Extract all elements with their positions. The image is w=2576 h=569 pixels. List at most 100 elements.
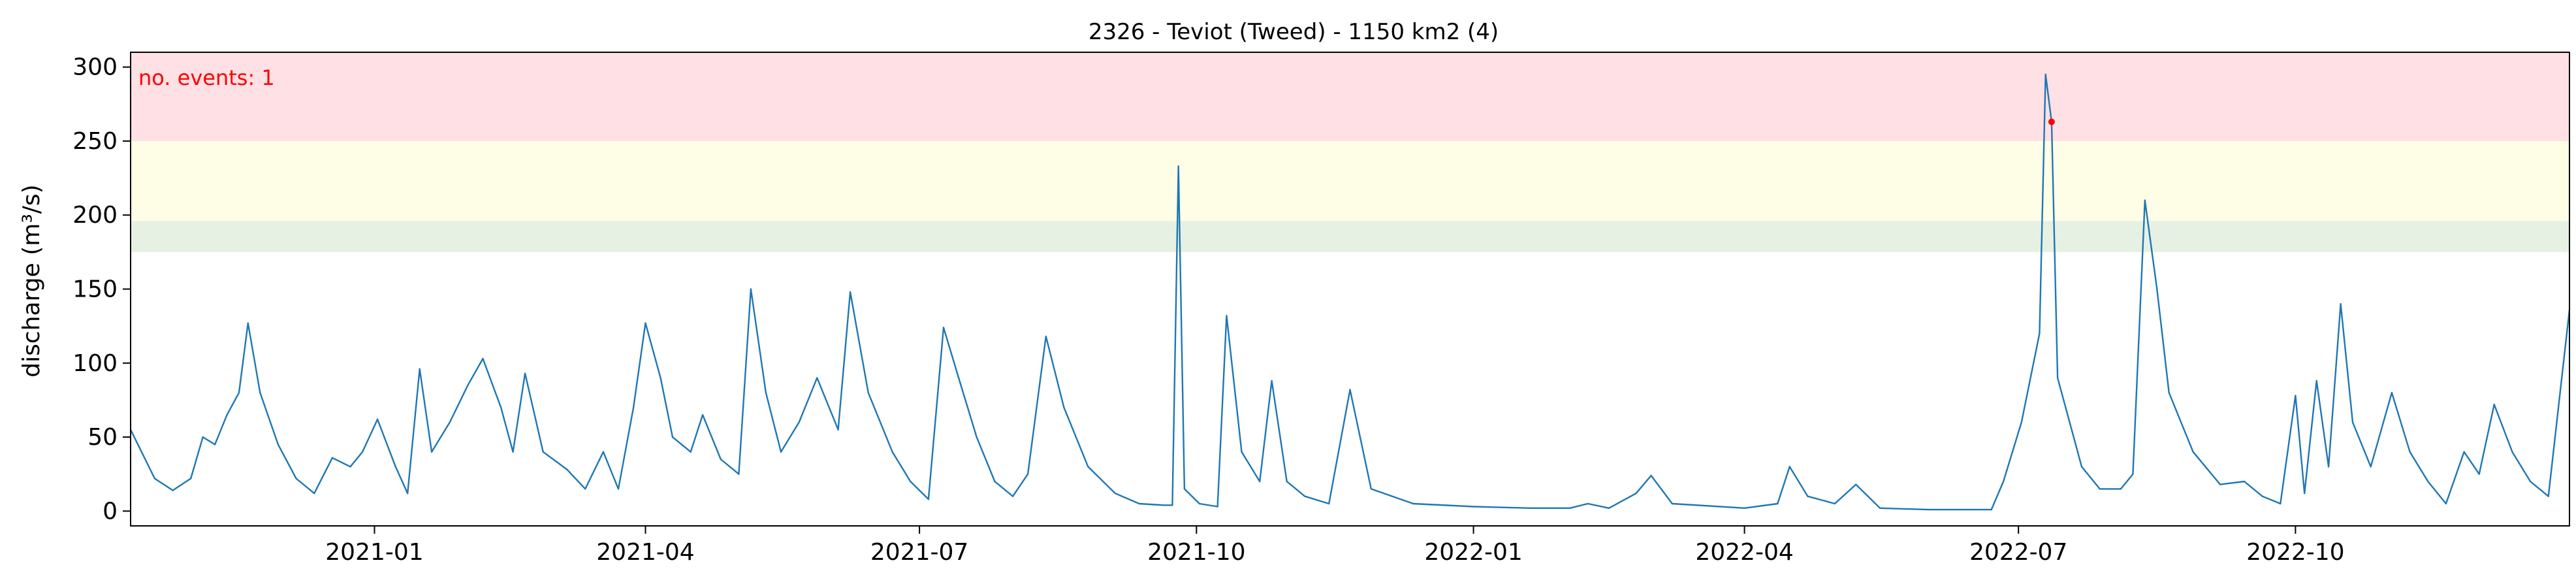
- data-point-34: [660, 377, 661, 379]
- event-marker-0: [2048, 118, 2055, 125]
- data-point-97: [2020, 421, 2022, 423]
- data-point-14: [349, 466, 351, 468]
- data-point-11: [295, 478, 297, 480]
- data-point-77: [1412, 502, 1414, 505]
- series-line-0: [129, 73, 2571, 511]
- data-point-66: [1198, 502, 1201, 505]
- data-point-87: [1777, 502, 1779, 505]
- data-point-64: [1177, 165, 1179, 167]
- data-point-71: [1271, 380, 1273, 382]
- data-point-82: [1608, 507, 1610, 510]
- data-point-40: [750, 288, 752, 290]
- data-point-67: [1216, 506, 1218, 508]
- data-point-46: [849, 291, 851, 293]
- data-point-78: [1472, 506, 1474, 508]
- data-point-55: [1011, 495, 1014, 497]
- threshold-band-0: [131, 52, 2569, 141]
- data-point-32: [632, 406, 635, 408]
- data-point-99: [2044, 73, 2046, 76]
- data-point-115: [2304, 492, 2306, 495]
- data-point-68: [1226, 315, 1228, 317]
- x-tick-label-7: 2022-10: [2246, 539, 2344, 566]
- data-point-44: [816, 377, 818, 379]
- data-point-19: [419, 368, 421, 370]
- data-point-111: [2243, 480, 2246, 483]
- data-point-54: [994, 480, 996, 483]
- data-point-4: [202, 436, 204, 438]
- data-point-57: [1045, 335, 1047, 338]
- data-point-85: [1671, 502, 1674, 505]
- data-point-73: [1304, 495, 1306, 497]
- data-point-96: [2002, 480, 2005, 483]
- data-point-114: [2295, 395, 2297, 397]
- data-point-10: [277, 444, 279, 446]
- threshold-band-1: [131, 140, 2569, 221]
- data-point-43: [798, 421, 800, 423]
- data-point-129: [2529, 480, 2532, 483]
- data-point-103: [2099, 488, 2101, 490]
- data-point-94: [1969, 508, 1971, 511]
- data-point-18: [407, 492, 409, 495]
- data-point-98: [2039, 333, 2041, 334]
- data-point-113: [2280, 502, 2282, 505]
- data-point-29: [584, 488, 586, 490]
- data-point-47: [867, 391, 869, 394]
- data-point-74: [1328, 502, 1330, 505]
- data-point-22: [467, 384, 469, 386]
- data-point-26: [524, 372, 526, 374]
- data-point-69: [1241, 451, 1243, 453]
- data-point-31: [617, 488, 620, 490]
- data-point-118: [2340, 302, 2342, 305]
- data-point-27: [542, 451, 544, 453]
- data-point-88: [1789, 466, 1790, 468]
- data-point-79: [1529, 507, 1532, 510]
- data-point-126: [2478, 473, 2480, 475]
- x-tick-label-2: 2021-07: [870, 539, 968, 566]
- data-point-124: [2445, 502, 2447, 505]
- data-point-39: [738, 473, 740, 475]
- data-point-12: [313, 492, 315, 495]
- data-point-56: [1026, 473, 1029, 475]
- x-tick-label-0: 2021-01: [325, 539, 423, 566]
- data-point-13: [331, 457, 334, 459]
- threshold-band-2: [131, 221, 2569, 252]
- data-point-122: [2409, 451, 2411, 453]
- data-point-106: [2144, 199, 2146, 201]
- data-point-86: [1743, 507, 1745, 510]
- data-point-116: [2315, 380, 2317, 382]
- data-point-72: [1286, 480, 1288, 483]
- data-point-123: [2427, 480, 2429, 483]
- data-point-80: [1568, 507, 1571, 510]
- data-point-83: [1635, 492, 1637, 495]
- data-point-37: [701, 414, 704, 416]
- data-point-104: [2120, 488, 2122, 490]
- x-tick-label-5: 2022-04: [1695, 539, 1793, 566]
- y-tick-label-3: 150: [72, 276, 118, 303]
- y-tick-label-6: 300: [72, 54, 118, 81]
- data-point-119: [2351, 421, 2354, 423]
- data-point-127: [2493, 404, 2495, 406]
- data-point-3: [190, 478, 192, 480]
- data-point-20: [430, 451, 433, 453]
- data-point-28: [566, 468, 568, 471]
- data-point-91: [1854, 483, 1857, 485]
- data-point-49: [910, 480, 912, 483]
- data-point-62: [1162, 504, 1164, 506]
- data-point-109: [2192, 451, 2194, 453]
- data-point-120: [2370, 466, 2372, 468]
- data-point-112: [2261, 495, 2263, 497]
- data-point-107: [2156, 288, 2158, 290]
- data-point-65: [1183, 488, 1186, 490]
- data-point-63: [1171, 504, 1173, 506]
- x-tick-label-1: 2021-04: [596, 539, 694, 566]
- data-point-128: [2511, 451, 2513, 453]
- data-point-76: [1370, 488, 1372, 490]
- data-point-59: [1087, 466, 1089, 468]
- data-point-2: [172, 489, 174, 491]
- data-point-33: [644, 322, 646, 324]
- data-point-50: [927, 498, 930, 500]
- data-point-81: [1587, 502, 1589, 505]
- data-point-92: [1879, 507, 1881, 510]
- y-tick-label-0: 0: [103, 498, 118, 525]
